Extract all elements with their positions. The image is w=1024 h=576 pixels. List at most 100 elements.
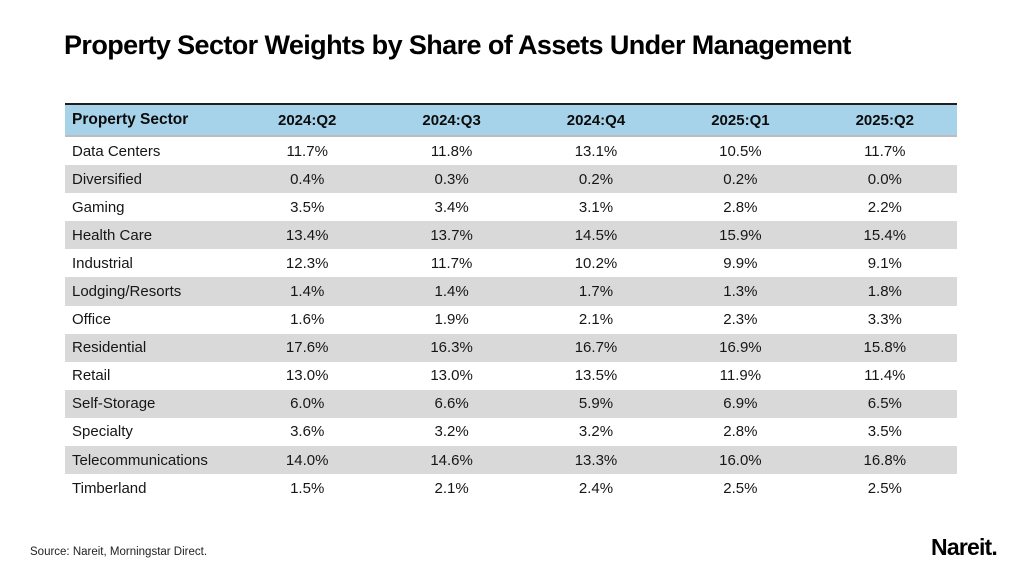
table-row: Telecommunications 14.0% 14.6% 13.3% 16.…: [65, 446, 957, 475]
value-cell: 16.8%: [863, 451, 907, 469]
table-row: Health Care 13.4% 13.7% 14.5% 15.9% 15.4…: [65, 221, 957, 250]
value-cell: 10.5%: [719, 142, 762, 160]
value-cell: 3.2%: [434, 423, 469, 441]
table-row: Specialty 3.6% 3.2% 3.2% 2.8% 3.5%: [65, 417, 957, 447]
value-cell: 11.7%: [286, 142, 328, 160]
value-cell: 1.7%: [578, 283, 614, 301]
table-row: Gaming 3.5% 3.4% 3.1% 2.8% 2.2%: [65, 193, 957, 222]
sector-cell: Self-Storage: [72, 395, 156, 413]
value-cell: 3.1%: [578, 198, 614, 216]
table-row: Self-Storage 6.0% 6.6% 5.9% 6.9% 6.5%: [65, 389, 957, 418]
value-cell: 13.0%: [430, 367, 473, 385]
sector-cell: Diversified: [72, 170, 143, 188]
value-cell: 6.0%: [290, 395, 325, 413]
value-cell: 3.2%: [578, 423, 614, 441]
value-cell: 0.3%: [434, 170, 469, 188]
table-row: Office 1.6% 1.9% 2.1% 2.3% 3.3%: [65, 305, 957, 334]
value-cell: 0.2%: [723, 170, 758, 188]
value-cell: 1.6%: [290, 311, 325, 329]
value-cell: 14.5%: [574, 226, 618, 244]
value-cell: 2.1%: [434, 479, 469, 497]
table-row: Retail 13.0% 13.0% 13.5% 11.9% 11.4%: [65, 361, 957, 390]
sector-cell: Health Care: [72, 226, 153, 244]
value-cell: 11.7%: [430, 254, 473, 272]
value-cell: 10.2%: [574, 254, 618, 272]
value-cell: 1.3%: [723, 283, 758, 301]
nareit-logo: Nareit.: [931, 534, 998, 560]
column-header-2024q4: 2024:Q4: [566, 111, 626, 129]
value-cell: 11.9%: [719, 367, 762, 385]
sector-cell: Timberland: [72, 479, 147, 497]
value-cell: 2.2%: [867, 198, 902, 216]
value-cell: 6.9%: [723, 395, 758, 413]
value-cell: 0.4%: [290, 170, 325, 188]
value-cell: 2.5%: [723, 479, 758, 497]
value-cell: 9.9%: [723, 254, 758, 272]
value-cell: 6.6%: [434, 395, 469, 413]
table-body: Data Centers 11.7% 11.8% 13.1% 10.5% 11.…: [65, 137, 957, 503]
value-cell: 16.9%: [719, 339, 762, 357]
column-header-2025q2: 2025:Q2: [855, 111, 914, 129]
value-cell: 1.8%: [867, 283, 902, 301]
value-cell: 14.6%: [430, 451, 473, 469]
value-cell: 2.5%: [867, 479, 902, 497]
table-row: Diversified 0.4% 0.3% 0.2% 0.2% 0.0%: [65, 165, 957, 194]
value-cell: 1.9%: [434, 311, 469, 329]
value-cell: 0.0%: [867, 170, 902, 188]
value-cell: 6.5%: [867, 395, 902, 413]
value-cell: 14.0%: [285, 451, 329, 469]
value-cell: 3.3%: [867, 311, 902, 329]
value-cell: 9.1%: [867, 254, 902, 272]
table-row: Industrial 12.3% 11.7% 10.2% 9.9% 9.1%: [65, 249, 957, 278]
value-cell: 3.5%: [867, 423, 902, 441]
value-cell: 3.5%: [290, 198, 325, 216]
value-cell: 5.9%: [578, 395, 614, 413]
table-row: Data Centers 11.7% 11.8% 13.1% 10.5% 11.…: [65, 137, 957, 166]
table-row: Lodging/Resorts 1.4% 1.4% 1.7% 1.3% 1.8%: [65, 277, 957, 306]
value-cell: 15.9%: [719, 226, 762, 244]
property-sector-table: Property Sector 2024:Q2 2024:Q3 2024:Q4 …: [65, 103, 957, 503]
value-cell: 3.6%: [290, 423, 325, 441]
column-header-2024q2: 2024:Q2: [278, 111, 337, 129]
value-cell: 2.1%: [578, 311, 614, 329]
sector-cell: Retail: [72, 367, 111, 385]
sector-cell: Lodging/Resorts: [72, 283, 182, 301]
sector-cell: Data Centers: [72, 142, 161, 160]
value-cell: 1.5%: [290, 479, 325, 497]
value-cell: 16.3%: [430, 339, 473, 357]
sector-cell: Specialty: [72, 423, 133, 441]
value-cell: 13.3%: [574, 451, 618, 469]
value-cell: 13.1%: [574, 142, 618, 160]
value-cell: 2.4%: [578, 479, 614, 497]
value-cell: 1.4%: [434, 283, 469, 301]
value-cell: 2.3%: [723, 311, 758, 329]
value-cell: 15.4%: [863, 226, 907, 244]
sector-cell: Office: [72, 311, 111, 329]
value-cell: 11.4%: [864, 367, 906, 385]
table-header-row: Property Sector 2024:Q2 2024:Q3 2024:Q4 …: [65, 103, 957, 137]
value-cell: 17.6%: [285, 339, 329, 357]
sector-cell: Residential: [72, 339, 147, 357]
value-cell: 16.0%: [719, 451, 762, 469]
column-header-sector: Property Sector: [72, 111, 189, 128]
sector-cell: Gaming: [72, 198, 125, 216]
value-cell: 12.3%: [285, 254, 329, 272]
sector-cell: Telecommunications: [72, 451, 208, 469]
source-note: Source: Nareit, Morningstar Direct.: [30, 546, 208, 558]
value-cell: 13.7%: [430, 226, 473, 244]
sector-cell: Industrial: [72, 254, 133, 272]
column-header-2024q3: 2024:Q3: [422, 111, 481, 129]
table-row: Residential 17.6% 16.3% 16.7% 16.9% 15.8…: [65, 333, 957, 362]
value-cell: 11.8%: [430, 142, 473, 160]
value-cell: 0.2%: [578, 170, 614, 188]
value-cell: 13.4%: [285, 226, 329, 244]
page-title: Property Sector Weights by Share of Asse…: [64, 30, 851, 60]
value-cell: 2.8%: [723, 198, 758, 216]
value-cell: 2.8%: [723, 423, 758, 441]
value-cell: 15.8%: [863, 339, 907, 357]
value-cell: 11.7%: [864, 142, 906, 160]
table-row: Timberland 1.5% 2.1% 2.4% 2.5% 2.5%: [65, 474, 957, 503]
value-cell: 13.0%: [285, 367, 329, 385]
value-cell: 1.4%: [290, 283, 325, 301]
